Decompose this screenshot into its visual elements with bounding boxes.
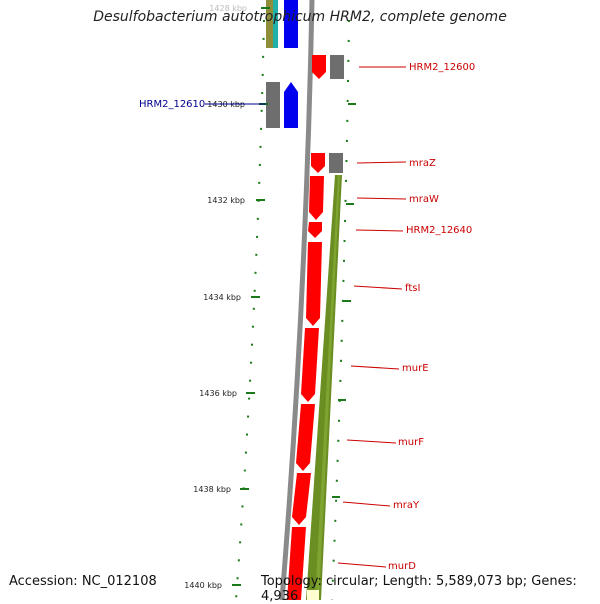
ruler-label: 1428 kbp [209,4,247,13]
gene-label-murd[interactable]: murD [388,561,416,572]
leader-line [356,161,407,164]
ruler-label: 1440 kbp [184,581,222,590]
top-bar-1 [266,0,273,48]
gene-label-mray[interactable]: mraY [393,500,420,511]
gene-arrow-hrm2-12600 [312,55,326,79]
top-bar-3 [284,0,298,48]
genome-title: Desulfobacterium autotrophicum HRM2, com… [93,9,507,25]
gene-label-mure[interactable]: murE [402,363,429,374]
gene-arrow-murf [296,404,315,471]
bottom-bar [307,590,319,600]
gene-box-hrm2-12600 [330,55,344,79]
gene-arrow-hrm2-12640 [308,222,322,238]
cog-track-highlight [315,175,340,600]
leader-line [353,285,403,290]
gene-label-hrm2-12640[interactable]: HRM2_12640 [406,225,472,236]
leader-line [346,439,397,444]
leader-line [355,229,404,232]
gene-label-mraw[interactable]: mraW [409,194,439,205]
gene-arrow-mraw [309,176,324,220]
ruler-label: 1434 kbp [203,293,241,302]
ruler-label: 1432 kbp [207,196,245,205]
gene-box-hrm2-12610-a [266,82,280,128]
gene-arrow-mray [292,473,311,525]
leader-line [350,365,400,370]
gene-arrow-murd [287,527,306,600]
gene-arrow-hrm2-12610 [284,82,298,128]
gene-label-mraz[interactable]: mraZ [409,158,436,169]
gene-arrow-ftsi [306,242,322,326]
leader-line [356,197,407,200]
accession-text: Accession: NC_012108 [9,574,157,589]
leader-line [337,562,387,568]
gene-arrow-mure [301,328,319,402]
backbone-arc [279,0,315,600]
gene-label-hrm2-12600[interactable]: HRM2_12600 [409,62,475,73]
gene-label-murf[interactable]: murF [398,437,424,448]
gene-box-mraz [329,153,343,173]
gene-label-hrm2-12610[interactable]: HRM2_12610 [139,99,205,110]
gene-label-ftsi[interactable]: ftsI [405,283,420,294]
leader-line [342,501,391,507]
ruler-label: 1436 kbp [199,389,237,398]
top-bar-2 [273,0,278,48]
gene-arrow-mraz [311,153,325,173]
ruler-label: 1438 kbp [193,485,231,494]
